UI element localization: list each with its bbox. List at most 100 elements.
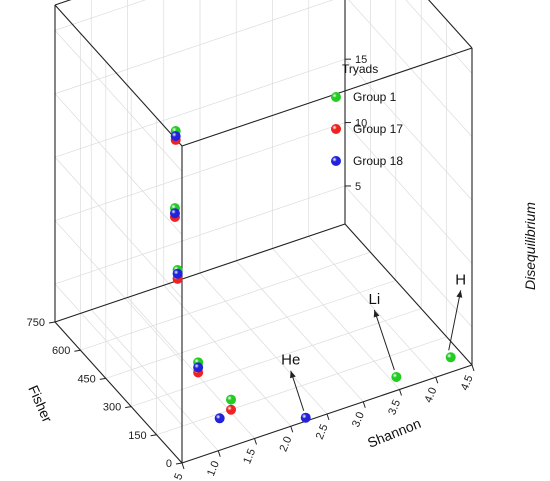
box-edge <box>344 223 473 366</box>
y-tick-label: 150 <box>128 430 146 442</box>
z-tick-label: 20 <box>355 0 367 3</box>
legend-title: Tryads <box>342 62 378 76</box>
floor-grid-line <box>199 272 328 415</box>
legend-marker <box>331 156 341 166</box>
back-grid-line <box>54 185 346 285</box>
y-tick-mark <box>99 377 106 380</box>
data-point-group-1 <box>226 394 237 405</box>
floor-grid-line <box>235 260 364 402</box>
side-grid-line <box>344 122 473 264</box>
back-grid-line <box>54 0 334 95</box>
annotation-arrow <box>448 290 462 351</box>
box-edge <box>54 4 183 147</box>
floor-grid-line <box>163 285 292 427</box>
left-grid-line <box>54 156 183 299</box>
x-tick-mark <box>326 413 330 421</box>
annotation-arrowhead <box>290 370 296 379</box>
data-point-group-18 <box>170 131 181 142</box>
box-edge <box>428 0 473 49</box>
annotation-arrow <box>373 309 395 371</box>
z-tick-label: 15 <box>355 54 367 66</box>
floor-grid-line <box>80 251 371 351</box>
y-tick-mark <box>125 406 132 409</box>
x-axis-title: Shannon <box>365 415 423 451</box>
x-tick-mark <box>399 389 402 396</box>
x-tick-mark <box>217 450 221 457</box>
legend-label: Group 17 <box>353 122 403 136</box>
legend-label: Group 18 <box>353 154 403 168</box>
box-edge <box>54 321 183 464</box>
back-grid-line <box>54 0 146 31</box>
left-grid-line <box>54 220 183 362</box>
floor-grid-line <box>105 280 396 379</box>
y-tick-mark <box>74 349 81 352</box>
left-grid-line <box>54 93 183 235</box>
data-point-group-18 <box>172 268 183 279</box>
x-tick-label: 1.0 <box>205 459 222 478</box>
x-tick-label: 3.5 <box>386 398 403 417</box>
x-tick-mark <box>362 401 366 408</box>
annotation-label: H <box>455 271 466 288</box>
z-tick-label: 10 <box>355 118 367 130</box>
y-tick-label: 750 <box>27 317 45 329</box>
x-tick-label: 4.0 <box>423 386 440 405</box>
y-tick-mark <box>175 462 183 465</box>
x-tick-mark <box>254 438 257 445</box>
floor-grid-line <box>308 236 437 378</box>
tick-labels: 0.5 1.0 1.5 2.0 2.5 3.0 3.5 4.0 4.5 0 150 300 450 600… <box>27 0 476 481</box>
x-tick-label: 3.0 <box>350 410 367 429</box>
data-point-group-17 <box>226 404 237 415</box>
data-points <box>169 126 456 424</box>
axes-frame <box>54 0 473 464</box>
side-grid-line <box>405 0 473 74</box>
data-point-group-18 <box>214 413 225 424</box>
floor-grid-line <box>272 248 400 390</box>
y-tick-label: 450 <box>77 373 95 385</box>
annotation-arrowhead <box>373 309 380 318</box>
x-tick-label: 1.5 <box>241 447 258 466</box>
box-edge <box>54 223 346 323</box>
annotation-label: He <box>281 352 300 369</box>
y-tick-label: 600 <box>52 345 70 357</box>
x-tick-label: 0.5 <box>169 472 186 481</box>
data-point-group-18 <box>169 208 180 219</box>
legend-marker <box>331 124 341 134</box>
x-tick-label: 2.0 <box>278 435 295 454</box>
x-tick-mark <box>435 377 439 384</box>
z-tick-label: 5 <box>355 181 361 193</box>
legend: Tryads Group 1 Group 17 Group 18 <box>331 62 403 168</box>
x-tick-mark <box>471 364 475 372</box>
floor-grid-line <box>90 309 219 451</box>
left-grid-line <box>54 30 183 172</box>
x-tick-label: 2.5 <box>314 423 331 442</box>
x-tick-label: 4.5 <box>459 374 476 393</box>
data-point-group-18 <box>300 412 311 423</box>
left-grid-line <box>54 283 183 426</box>
x-tick-mark <box>181 462 185 470</box>
floor-grid-line <box>127 297 255 439</box>
data-point-group-1 <box>391 371 402 382</box>
annotation-label: Li <box>369 291 381 308</box>
y-tick-label: 0 <box>166 458 172 470</box>
annotation-arrow <box>290 370 305 411</box>
side-grid-line <box>344 185 473 328</box>
box-edge <box>181 47 473 147</box>
back-grid-line <box>54 122 346 221</box>
floor-grid-line <box>156 336 447 436</box>
y-tick-mark <box>150 434 157 437</box>
y-tick-mark <box>48 321 56 324</box>
y-tick-label: 300 <box>103 402 121 414</box>
x-tick-mark <box>290 426 294 433</box>
y-axis-title: Fisher <box>25 383 56 425</box>
annotation-arrowhead <box>456 290 463 298</box>
legend-marker <box>331 92 341 102</box>
floor-grid-line <box>131 308 422 407</box>
back-grid-line <box>54 58 346 158</box>
side-grid-line <box>348 0 473 137</box>
side-grid-line <box>344 58 473 201</box>
data-point-group-18 <box>193 362 204 373</box>
z-axis-title: Disequilibrium <box>522 202 538 290</box>
data-point-group-1 <box>445 352 456 363</box>
legend-label: Group 1 <box>353 90 397 104</box>
